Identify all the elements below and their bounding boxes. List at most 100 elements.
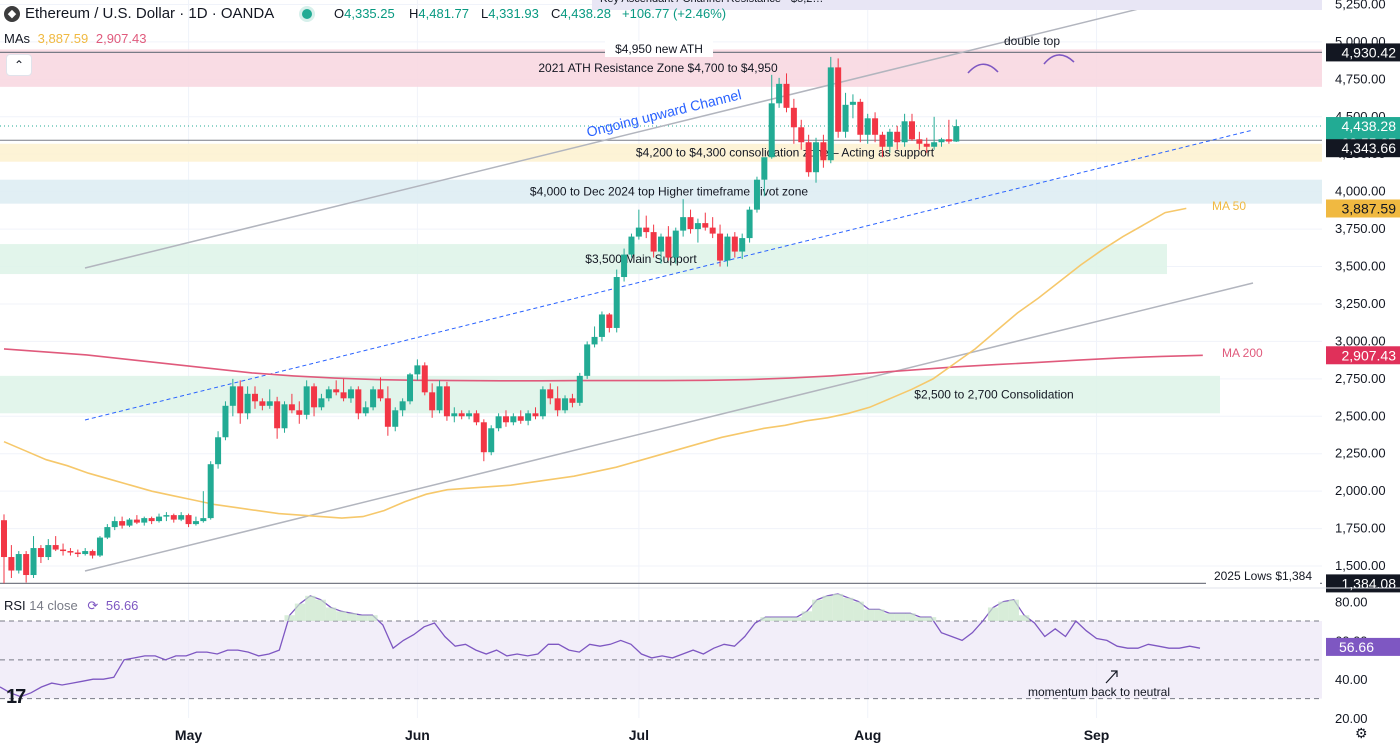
ma200-line (3, 348, 1203, 382)
candle-body (835, 67, 842, 132)
candle-body (52, 545, 59, 550)
candle-body (480, 422, 487, 453)
rsi-overbought-fill (894, 613, 906, 622)
zone-box (0, 143, 1322, 162)
candle-body (672, 230, 679, 258)
time-axis-label: Jun (405, 727, 430, 743)
ma50-label: MA 50 (1212, 199, 1246, 213)
prev-close-price-tag-bg (1326, 139, 1400, 158)
candle-body (761, 157, 768, 180)
lows-label-bg (1206, 568, 1320, 584)
candle-body (916, 139, 923, 144)
candle-body (547, 389, 554, 399)
candle-body (237, 386, 244, 414)
rsi-overbought-fill (770, 617, 782, 622)
candle-body (133, 519, 140, 523)
candle-body (82, 551, 89, 555)
lows-label: 2025 Lows $1,384 (1214, 569, 1312, 583)
candle-body (296, 410, 303, 415)
momentum-label: momentum back to neutral (1028, 685, 1170, 699)
price-axis-tick: 3,500.00 (1335, 259, 1386, 274)
candle-body (827, 67, 834, 161)
settings-icon[interactable]: ⚙ (1355, 725, 1368, 741)
prev-close-price-tag: 4,343.66 (1342, 140, 1397, 156)
rsi-legend[interactable]: RSI 14 close ⟳ 56.66 (4, 598, 138, 614)
rsi-overbought-fill (874, 609, 885, 622)
candle-body (229, 386, 236, 406)
rsi-params: 14 close (29, 598, 78, 613)
candle-body (407, 374, 414, 402)
candle-body (421, 365, 428, 393)
ma200-price-tag: 2,907.43 (1342, 347, 1397, 363)
candle-body (879, 134, 886, 147)
time-axis-label: Sep (1084, 727, 1110, 743)
rsi-overbought-fill (325, 607, 337, 622)
candle-body (562, 398, 569, 411)
tradingview-logo-icon[interactable]: 17 (6, 686, 26, 708)
channel-label: Ongoing upward Channel (585, 86, 743, 140)
symbol-title[interactable]: Ethereum / U.S. Dollar · 1D · OANDA (25, 5, 275, 22)
rsi-overbought-fill (305, 595, 316, 622)
collapse-legend-button[interactable]: ⌃ (6, 54, 32, 76)
candle-body (694, 223, 701, 230)
price-axis-tick: 2,750.00 (1335, 371, 1386, 386)
candle-body (399, 401, 406, 411)
candle-body (857, 101, 864, 135)
ohlc-close: C4,438.28 (551, 6, 611, 21)
candle-body (207, 464, 214, 519)
candle-body (288, 404, 295, 411)
rsi-overbought-fill (1018, 615, 1030, 622)
candle-body (429, 392, 436, 411)
rsi-axis-tick: 20.00 (1335, 711, 1368, 726)
ath-label-bg (605, 41, 713, 57)
ma50-value: 3,887.59 (37, 31, 89, 46)
candle-body (192, 521, 199, 525)
zone-label: $4,000 to Dec 2024 top Higher timeframe … (530, 185, 808, 199)
candle-body (8, 557, 15, 571)
top-resistance-band (592, 0, 1322, 10)
candle-body (377, 389, 384, 399)
ma200-value: 2,907.43 (95, 31, 147, 46)
candle-body (635, 227, 642, 237)
ohlc-high: H4,481.77 (409, 6, 469, 21)
candle-body (680, 217, 687, 231)
candle-body (333, 389, 340, 393)
price-axis-tick: 3,250.00 (1335, 296, 1386, 311)
double-top-label: double top (1004, 34, 1060, 48)
candle-body (443, 386, 450, 417)
market-status-dot-icon (302, 9, 312, 19)
candle-body (798, 127, 805, 143)
rsi-refresh-icon[interactable]: ⟳ (87, 598, 99, 613)
candle-body (1, 520, 7, 558)
candle-body (23, 554, 30, 576)
time-axis-label: Aug (854, 727, 881, 743)
double-top-arc (1043, 54, 1075, 65)
channel-bottom-line (84, 282, 1254, 572)
rsi-overbought-fill (284, 615, 295, 622)
candle-body (621, 254, 628, 278)
price-axis-tick: 2,500.00 (1335, 408, 1386, 423)
candle-body (931, 142, 938, 147)
candle-body (768, 103, 775, 158)
rsi-overbought-fill (884, 613, 895, 622)
candle-body (303, 386, 310, 415)
price-axis-tick: 3,000.00 (1335, 333, 1386, 348)
current-price-tag: 4,438.28 (1342, 118, 1397, 134)
zone-box (0, 179, 1322, 204)
ethereum-logo-icon: ◆ (4, 6, 20, 22)
rsi-overbought-fill (853, 601, 864, 622)
candle-body (362, 407, 369, 414)
candle-body (384, 398, 391, 427)
candle-body (111, 521, 118, 528)
candle-body (104, 527, 111, 538)
mas-legend[interactable]: MAs 3,887.59 2,907.43 (4, 31, 146, 46)
candle-body (74, 552, 81, 555)
rsi-overbought-fill (905, 613, 916, 622)
candle-body (517, 416, 524, 421)
candle-body (89, 551, 96, 556)
candle-body (119, 521, 126, 526)
candle-body (325, 389, 332, 399)
candle-body (414, 365, 421, 375)
candle-body (842, 104, 849, 132)
